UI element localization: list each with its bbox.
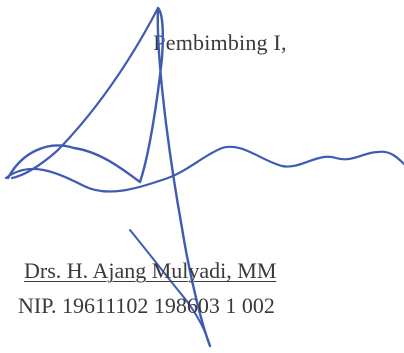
signer-nip: NIP. 19611102 198603 1 002 [18, 293, 275, 318]
supervisor-role-label: Pembimbing I, [153, 30, 287, 55]
signature-wave-stroke [4, 145, 404, 193]
signer-name: Drs. H. Ajang Mulyadi, MM [24, 258, 277, 283]
signature-lower-stroke [129, 229, 211, 347]
signature-diagonal-stroke [10, 6, 160, 180]
signature-loop-stroke [6, 6, 212, 348]
